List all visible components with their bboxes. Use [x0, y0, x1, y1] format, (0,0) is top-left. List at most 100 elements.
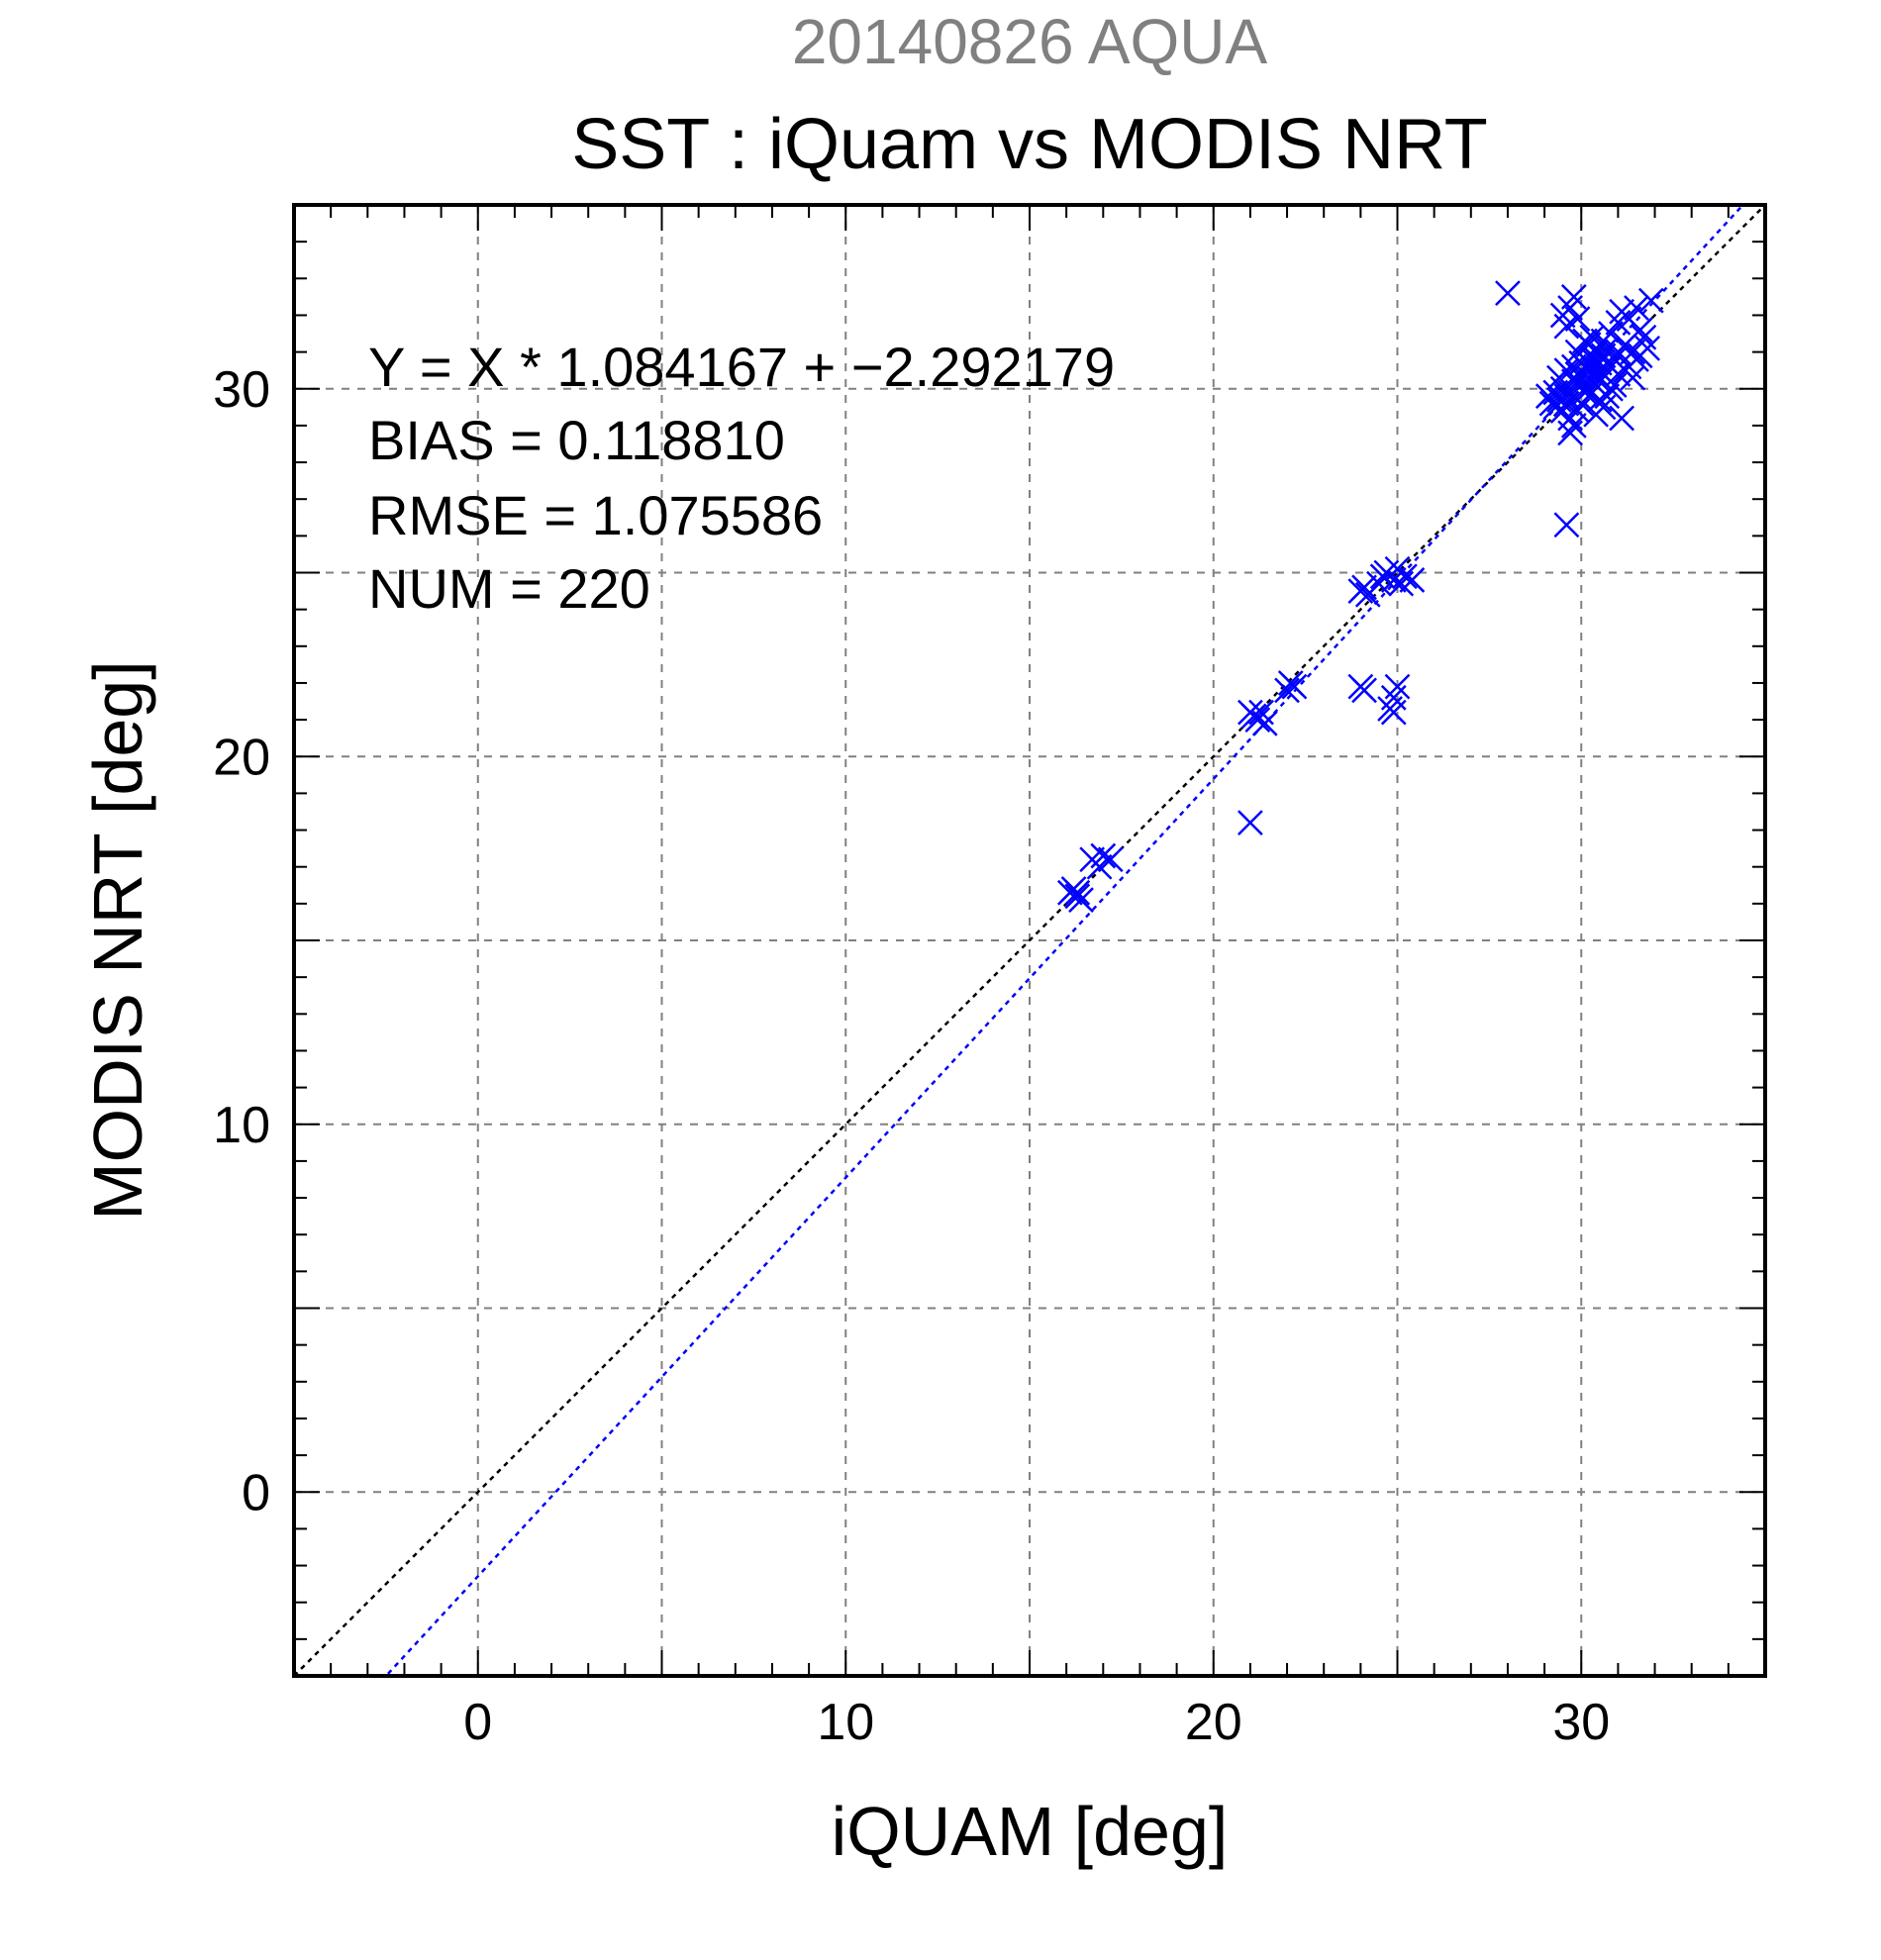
- y-tick-label: 30: [213, 361, 270, 419]
- data-point: [1388, 570, 1415, 597]
- data-point: [1240, 703, 1267, 730]
- data-point: [1583, 401, 1609, 428]
- data-point-stroke: [1380, 699, 1407, 726]
- data-points: [1056, 280, 1664, 914]
- data-point: [1384, 673, 1411, 700]
- data-point-stroke: [1598, 321, 1624, 346]
- data-point: [1086, 853, 1113, 880]
- data-point: [1560, 283, 1587, 310]
- data-point-stroke: [1579, 379, 1606, 406]
- rmse-value: RMSE = 1.075586: [368, 484, 823, 546]
- data-point: [1564, 306, 1591, 333]
- data-point-stroke: [1495, 280, 1521, 307]
- data-point: [1392, 563, 1418, 590]
- data-point-stroke: [1064, 879, 1091, 906]
- data-point-stroke: [1248, 699, 1274, 726]
- data-point: [1064, 879, 1091, 906]
- data-point-stroke: [1392, 563, 1418, 590]
- data-point-stroke: [1564, 306, 1591, 333]
- data-point: [1495, 280, 1521, 307]
- data-point: [1620, 364, 1646, 391]
- y-axis-label: MODIS NRT [deg]: [79, 660, 156, 1220]
- data-point: [1553, 313, 1580, 340]
- data-point-stroke: [1598, 375, 1624, 402]
- num-value: NUM = 220: [368, 557, 650, 620]
- data-point: [1281, 673, 1308, 700]
- data-point-stroke: [1560, 353, 1587, 380]
- data-point-stroke: [1553, 357, 1580, 384]
- y-tick-label: 10: [213, 1097, 270, 1154]
- data-point-stroke: [1366, 570, 1392, 597]
- data-point-stroke: [1351, 677, 1377, 704]
- identity-line: [294, 205, 1765, 1676]
- data-point-stroke: [1549, 398, 1576, 424]
- data-point: [1624, 295, 1649, 321]
- reference-lines: [294, 205, 1765, 1676]
- data-point-stroke: [1351, 574, 1377, 601]
- data-point-stroke: [1068, 887, 1094, 914]
- data-point-stroke: [1557, 420, 1583, 446]
- data-point: [1380, 699, 1407, 726]
- data-point-stroke: [1609, 405, 1634, 432]
- data-point-stroke: [1097, 846, 1124, 873]
- data-point-stroke: [1534, 383, 1561, 410]
- regression-equation: Y = X * 1.084167 + −2.292179: [368, 336, 1115, 398]
- data-point: [1560, 353, 1587, 380]
- plot-frame: [292, 203, 1767, 1678]
- data-point: [1631, 324, 1657, 350]
- data-point: [1590, 361, 1617, 387]
- data-point: [1369, 563, 1396, 590]
- data-point-stroke: [1238, 810, 1263, 836]
- data-point: [1583, 346, 1609, 372]
- data-point-stroke: [1620, 339, 1646, 365]
- data-point: [1609, 405, 1634, 432]
- data-point: [1598, 375, 1624, 402]
- data-point: [1068, 887, 1094, 914]
- data-point-stroke: [1590, 361, 1617, 387]
- grid: [294, 205, 1765, 1676]
- data-point-stroke: [1620, 364, 1646, 391]
- data-point: [1549, 398, 1576, 424]
- chart-supertitle: 20140826 AQUA: [792, 6, 1268, 77]
- data-point-stroke: [1369, 563, 1396, 590]
- x-axis-label: iQUAM [deg]: [832, 1793, 1229, 1870]
- data-point-stroke: [1281, 673, 1308, 700]
- data-point: [1248, 699, 1274, 726]
- data-point: [1557, 420, 1583, 446]
- data-point-stroke: [1564, 339, 1591, 365]
- data-point-stroke: [1553, 383, 1580, 410]
- x-tick-label: 20: [1185, 1694, 1242, 1751]
- data-point-stroke: [1634, 336, 1661, 361]
- data-point-stroke: [1388, 570, 1415, 597]
- data-point-stroke: [1086, 853, 1113, 880]
- data-point-stroke: [1579, 353, 1606, 380]
- data-point-stroke: [1572, 375, 1598, 402]
- x-tick-label: 10: [817, 1694, 874, 1751]
- data-point: [1553, 383, 1580, 410]
- y-tick-label: 0: [242, 1464, 270, 1521]
- y-tick-labels: 0 10 20 30: [213, 361, 270, 1522]
- data-point-stroke: [1572, 328, 1598, 354]
- data-point: [1351, 574, 1377, 601]
- data-point: [1351, 677, 1377, 704]
- data-point-stroke: [1624, 295, 1649, 321]
- x-tick-label: 30: [1552, 1694, 1610, 1751]
- bias-value: BIAS = 0.118810: [368, 409, 785, 471]
- data-point: [1238, 810, 1263, 836]
- data-point-stroke: [1251, 710, 1278, 736]
- data-point: [1572, 328, 1598, 354]
- x-tick-label: 0: [463, 1694, 492, 1751]
- data-point: [1579, 353, 1606, 380]
- data-point-stroke: [1549, 302, 1576, 329]
- y-tick-label: 20: [213, 729, 270, 786]
- data-point: [1366, 570, 1392, 597]
- data-point-stroke: [1553, 313, 1580, 340]
- data-point-stroke: [1560, 413, 1587, 439]
- data-point-stroke: [1240, 703, 1267, 730]
- stats-annotation: Y = X * 1.084167 + −2.292179 BIAS = 0.11…: [368, 336, 1115, 620]
- data-point-stroke: [1583, 401, 1609, 428]
- data-point-stroke: [1637, 287, 1664, 314]
- data-point-stroke: [1583, 346, 1609, 372]
- x-tick-labels: 0 10 20 30: [463, 1694, 1610, 1751]
